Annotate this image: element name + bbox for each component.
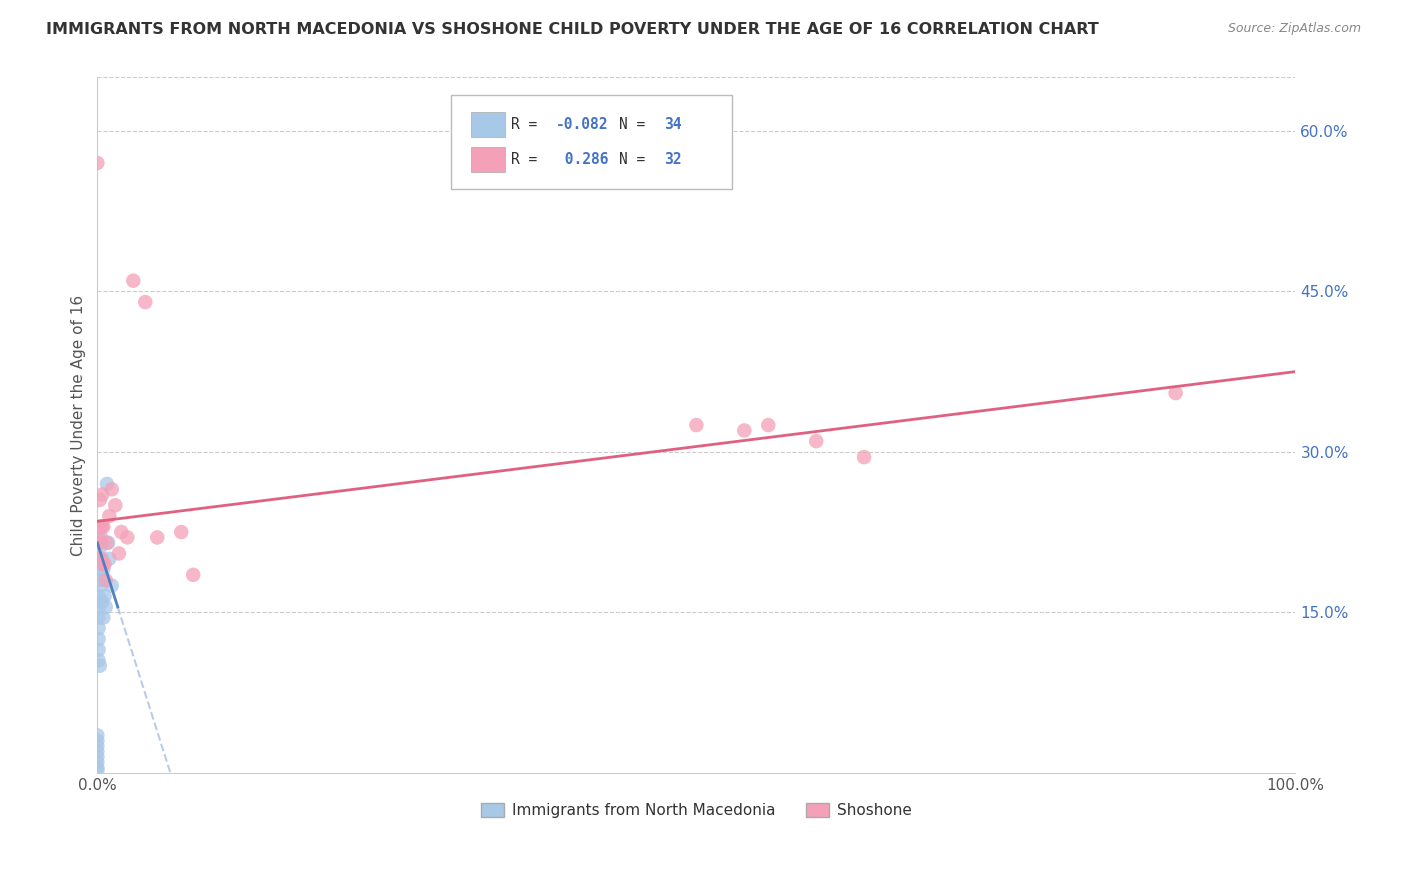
FancyBboxPatch shape <box>471 112 505 137</box>
Point <box>91 519 114 533</box>
Point <box>853 450 876 465</box>
Point <box>86 744 108 758</box>
Point <box>110 524 132 539</box>
Point <box>94 573 117 587</box>
Point <box>93 557 115 571</box>
FancyBboxPatch shape <box>471 147 505 172</box>
Text: N =: N = <box>619 117 654 132</box>
Point <box>93 610 115 624</box>
Point <box>86 755 108 769</box>
Point <box>117 530 139 544</box>
Point <box>122 274 145 288</box>
Point <box>93 557 115 571</box>
Point <box>87 621 110 635</box>
Text: -0.082: -0.082 <box>557 117 609 132</box>
Point <box>87 573 110 587</box>
Text: R =: R = <box>510 117 546 132</box>
Point <box>756 418 779 433</box>
Point <box>108 546 131 560</box>
Point <box>170 524 193 539</box>
Point <box>100 578 122 592</box>
Point <box>134 295 156 310</box>
Point <box>685 418 707 433</box>
Text: R =: R = <box>510 152 554 167</box>
Point <box>87 551 110 566</box>
Point <box>1164 386 1187 401</box>
Point <box>806 434 828 449</box>
Text: 32: 32 <box>664 152 682 167</box>
Text: IMMIGRANTS FROM NORTH MACEDONIA VS SHOSHONE CHILD POVERTY UNDER THE AGE OF 16 CO: IMMIGRANTS FROM NORTH MACEDONIA VS SHOSH… <box>46 22 1099 37</box>
Text: Source: ZipAtlas.com: Source: ZipAtlas.com <box>1227 22 1361 36</box>
Point <box>90 519 112 533</box>
FancyBboxPatch shape <box>451 95 733 189</box>
Point <box>98 508 121 523</box>
Point <box>97 535 120 549</box>
Point <box>90 535 112 549</box>
Point <box>87 632 110 646</box>
Point <box>87 530 110 544</box>
Point <box>87 653 110 667</box>
Point <box>181 567 204 582</box>
Text: N =: N = <box>619 152 654 167</box>
Point <box>86 739 108 753</box>
Point <box>733 424 755 438</box>
Point <box>90 551 112 566</box>
Point <box>91 551 114 566</box>
Point <box>93 589 115 603</box>
Point <box>86 728 108 742</box>
Point <box>89 541 111 555</box>
Text: 34: 34 <box>664 117 682 132</box>
Point <box>86 760 108 774</box>
Point <box>91 594 114 608</box>
Point <box>90 557 112 571</box>
Point <box>90 530 112 544</box>
Point <box>89 519 111 533</box>
Point <box>87 642 110 657</box>
Point <box>86 156 108 170</box>
Point <box>98 551 121 566</box>
Point <box>89 573 111 587</box>
Point <box>89 493 111 508</box>
Point <box>93 519 115 533</box>
Point <box>86 749 108 764</box>
Point <box>89 562 111 576</box>
Point <box>87 589 110 603</box>
Point <box>91 488 114 502</box>
Point <box>96 477 118 491</box>
Y-axis label: Child Poverty Under the Age of 16: Child Poverty Under the Age of 16 <box>72 294 86 556</box>
Point <box>100 483 122 497</box>
Point <box>146 530 169 544</box>
Point <box>86 733 108 747</box>
Point <box>93 562 115 576</box>
Legend: Immigrants from North Macedonia, Shoshone: Immigrants from North Macedonia, Shoshon… <box>475 797 918 824</box>
Point <box>87 599 110 614</box>
Point <box>89 658 111 673</box>
Text: 0.286: 0.286 <box>557 152 609 167</box>
Point <box>94 599 117 614</box>
Point <box>104 498 127 512</box>
Point <box>90 578 112 592</box>
Point <box>87 610 110 624</box>
Point <box>86 764 108 778</box>
Point <box>89 551 111 566</box>
Point <box>96 535 118 549</box>
